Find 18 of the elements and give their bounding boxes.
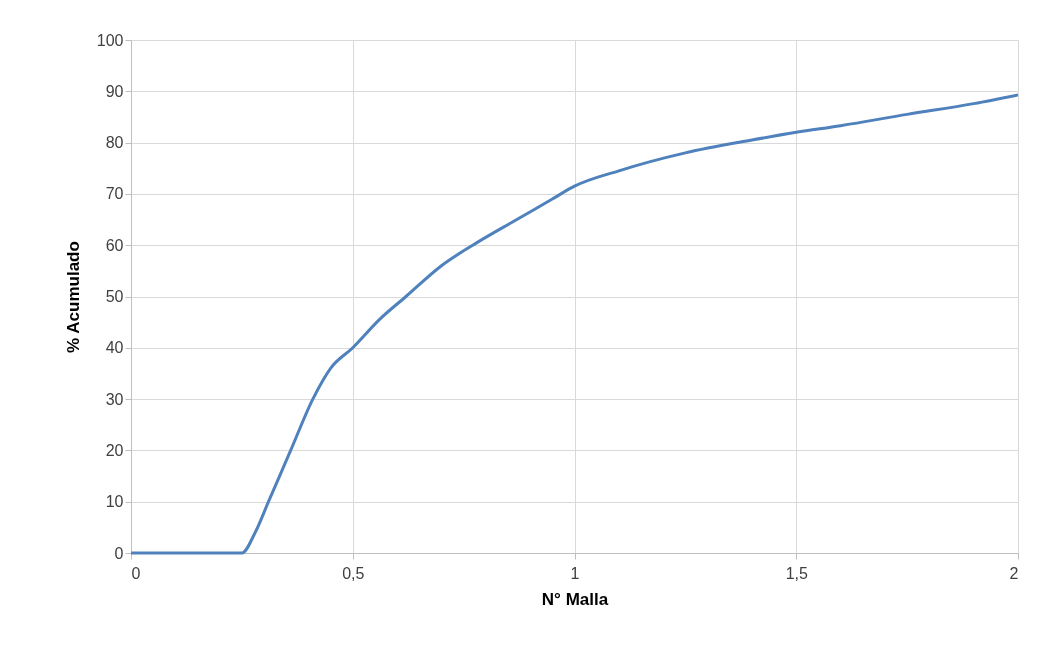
y-tick-label: 50 [105, 288, 124, 305]
x-tick-label: 2 [1009, 564, 1019, 582]
y-tick-label: 20 [105, 441, 124, 459]
y-tick-label: 40 [105, 339, 124, 357]
y-tick-label: 10 [105, 493, 124, 511]
y-tick-label: 30 [105, 390, 124, 408]
x-axis-title: N° Malla [541, 589, 609, 609]
x-tick-label: 0,5 [342, 564, 365, 582]
x-tick-label: 1,5 [785, 564, 808, 582]
y-axis-title: % Acumulado [63, 241, 83, 353]
y-tick-label: 70 [105, 185, 124, 203]
y-tick-label: 90 [105, 82, 124, 100]
x-tick-label: 1 [570, 564, 580, 582]
y-tick-label: 100 [96, 31, 124, 49]
x-tick-label: 0 [131, 564, 141, 582]
y-tick-label: 0 [114, 544, 124, 562]
y-tick-label: 60 [105, 236, 124, 254]
y-tick-label: 80 [105, 134, 124, 152]
